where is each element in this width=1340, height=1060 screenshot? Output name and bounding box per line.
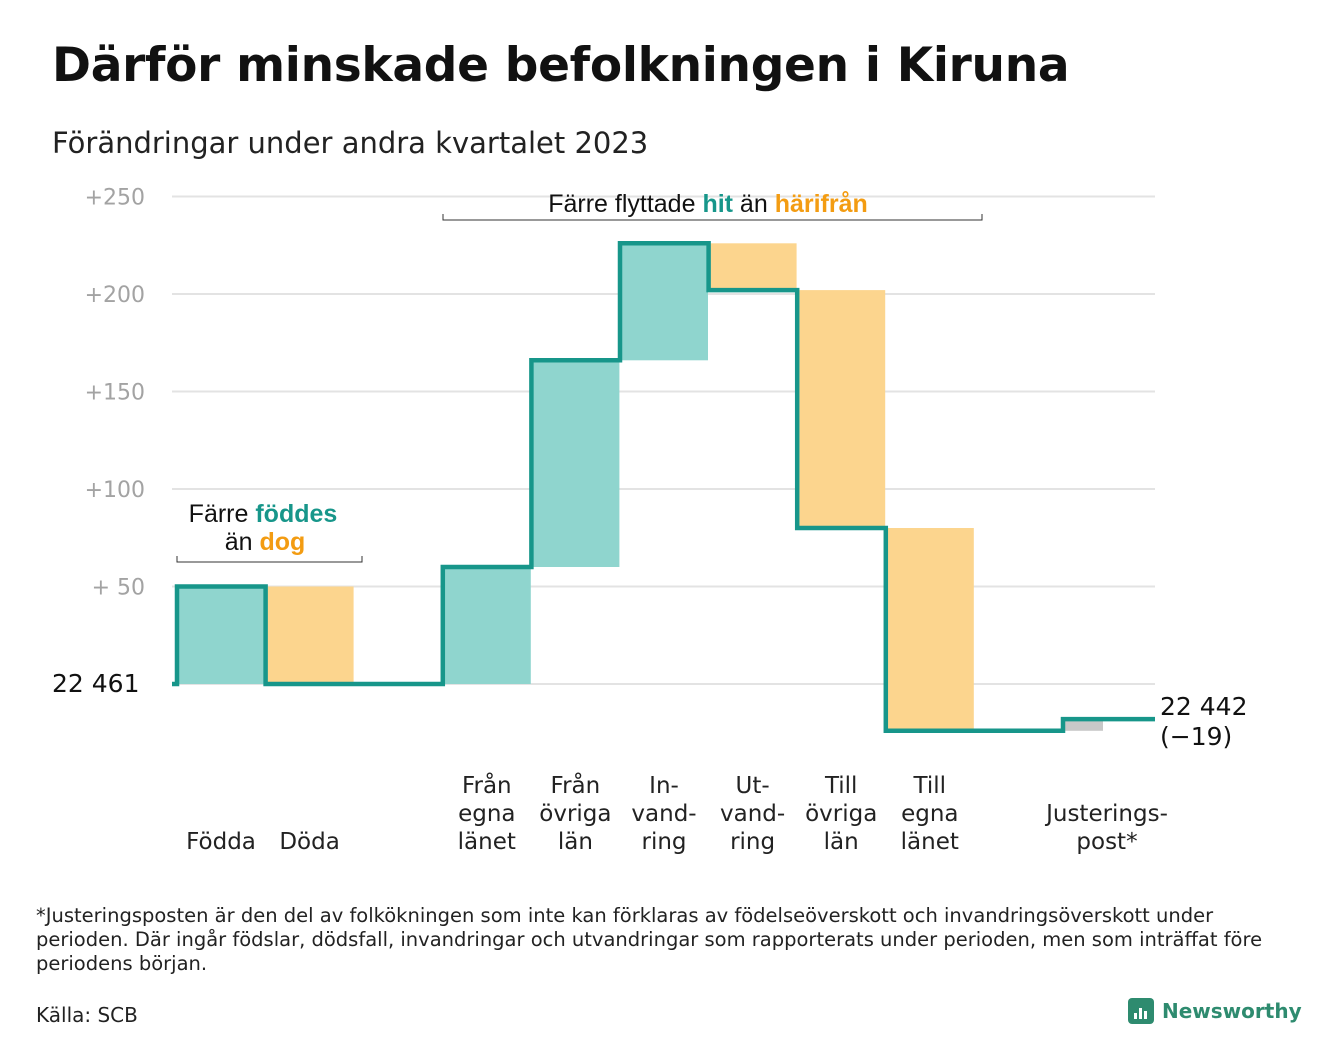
bars bbox=[179, 243, 1103, 731]
source-label: Källa: SCB bbox=[36, 1003, 138, 1027]
y-axis-ticks: +250 +200 +150 +100 + 50 bbox=[85, 186, 145, 601]
y-tick-label: +200 bbox=[85, 283, 145, 308]
x-tick-label: Justerings- bbox=[1044, 801, 1168, 827]
svg-text:Färre flyttade hit än härifrån: Färre flyttade hit än härifrån bbox=[548, 190, 868, 218]
chart-subtitle: Förändringar under andra kvartalet 2023 bbox=[52, 126, 649, 160]
x-tick-label: övriga bbox=[539, 801, 611, 827]
waterfall-chart: +250+200+150+100+ 50 Födda DödaFrånegnalä… bbox=[52, 186, 1247, 856]
bar-tillövrigalän bbox=[799, 290, 886, 528]
x-tick-label: län bbox=[824, 829, 859, 855]
bar-döda bbox=[267, 586, 354, 684]
svg-text:än dog: än dog bbox=[225, 528, 306, 556]
y-tick-label: +100 bbox=[85, 478, 145, 503]
x-tick-label: Ut- bbox=[736, 773, 770, 799]
x-tick-label: Från bbox=[551, 771, 601, 799]
brand-name: Newsworthy bbox=[1162, 999, 1302, 1023]
x-tick-label: länet bbox=[901, 829, 959, 855]
y-tick-label: +250 bbox=[85, 186, 145, 211]
x-tick-label: Från bbox=[462, 771, 512, 799]
x-tick-label: län bbox=[558, 829, 593, 855]
x-tick-label: Till bbox=[824, 773, 858, 799]
bar-frånegnalänet bbox=[444, 567, 531, 684]
annotation-moves-bracket bbox=[442, 214, 983, 221]
x-tick-label: ring bbox=[730, 829, 775, 855]
footnote: *Justeringsposten är den del av folkökni… bbox=[36, 904, 1263, 975]
x-tick-label: Till bbox=[913, 773, 947, 799]
x-tick-label: post* bbox=[1076, 829, 1137, 855]
annotation-deaths-prefix: än bbox=[225, 528, 260, 556]
x-axis-labels: Födda DödaFrånegnalänetFrånövrigalänIn-va… bbox=[186, 771, 1168, 855]
bar-justeringspost bbox=[1065, 719, 1103, 731]
bar-tillegnalänet bbox=[887, 528, 974, 731]
end-label: 22 442(−19) bbox=[1160, 692, 1247, 751]
x-tick-label: länet bbox=[458, 829, 516, 855]
annotation-births-highlight: föddes bbox=[255, 500, 337, 528]
x-tick-label: Födda bbox=[186, 829, 256, 855]
bar-invandring bbox=[622, 243, 708, 361]
x-tick-label: egna bbox=[901, 801, 958, 827]
baseline-label: 22 461 bbox=[52, 669, 139, 698]
bar-utvandring bbox=[710, 243, 797, 291]
x-tick-label: In- bbox=[649, 773, 679, 799]
bar-födda bbox=[179, 586, 265, 684]
chart-title: Därför minskade befolkningen i Kiruna bbox=[52, 38, 1070, 93]
annotation-births-bracket bbox=[176, 556, 363, 563]
x-tick-label: vand- bbox=[631, 801, 696, 827]
x-tick-label: vand- bbox=[720, 801, 785, 827]
annotation-moves-highlight-out: härifrån bbox=[775, 190, 868, 218]
x-tick-label: egna bbox=[458, 801, 515, 827]
x-tick-label: ring bbox=[641, 829, 686, 855]
x-tick-label: Döda bbox=[279, 829, 339, 855]
brand-logo: Newsworthy bbox=[1128, 998, 1302, 1024]
annotation-deaths-highlight: dog bbox=[259, 528, 305, 556]
newsworthy-logo-icon bbox=[1128, 998, 1154, 1024]
end-value-label: 22 442 bbox=[1160, 692, 1247, 721]
svg-text:Färre föddes: Färre föddes bbox=[189, 500, 338, 528]
annotation-births-prefix: Färre bbox=[189, 500, 256, 528]
y-tick-label: +150 bbox=[85, 381, 145, 406]
annotation-moves: Färre flyttade hit än härifrån bbox=[442, 190, 983, 221]
x-tick-label: övriga bbox=[805, 801, 877, 827]
annotation-moves-mid: än bbox=[733, 190, 775, 218]
annotation-moves-prefix: Färre flyttade bbox=[548, 190, 702, 218]
y-tick-label: + 50 bbox=[92, 576, 145, 601]
annotation-moves-highlight-in: hit bbox=[702, 190, 733, 218]
cumulative-step-line bbox=[172, 241, 1155, 734]
bar-frånövrigalän bbox=[533, 360, 620, 567]
end-value-label: (−19) bbox=[1160, 722, 1232, 751]
annotation-births: Färre föddes än dog bbox=[176, 500, 363, 563]
